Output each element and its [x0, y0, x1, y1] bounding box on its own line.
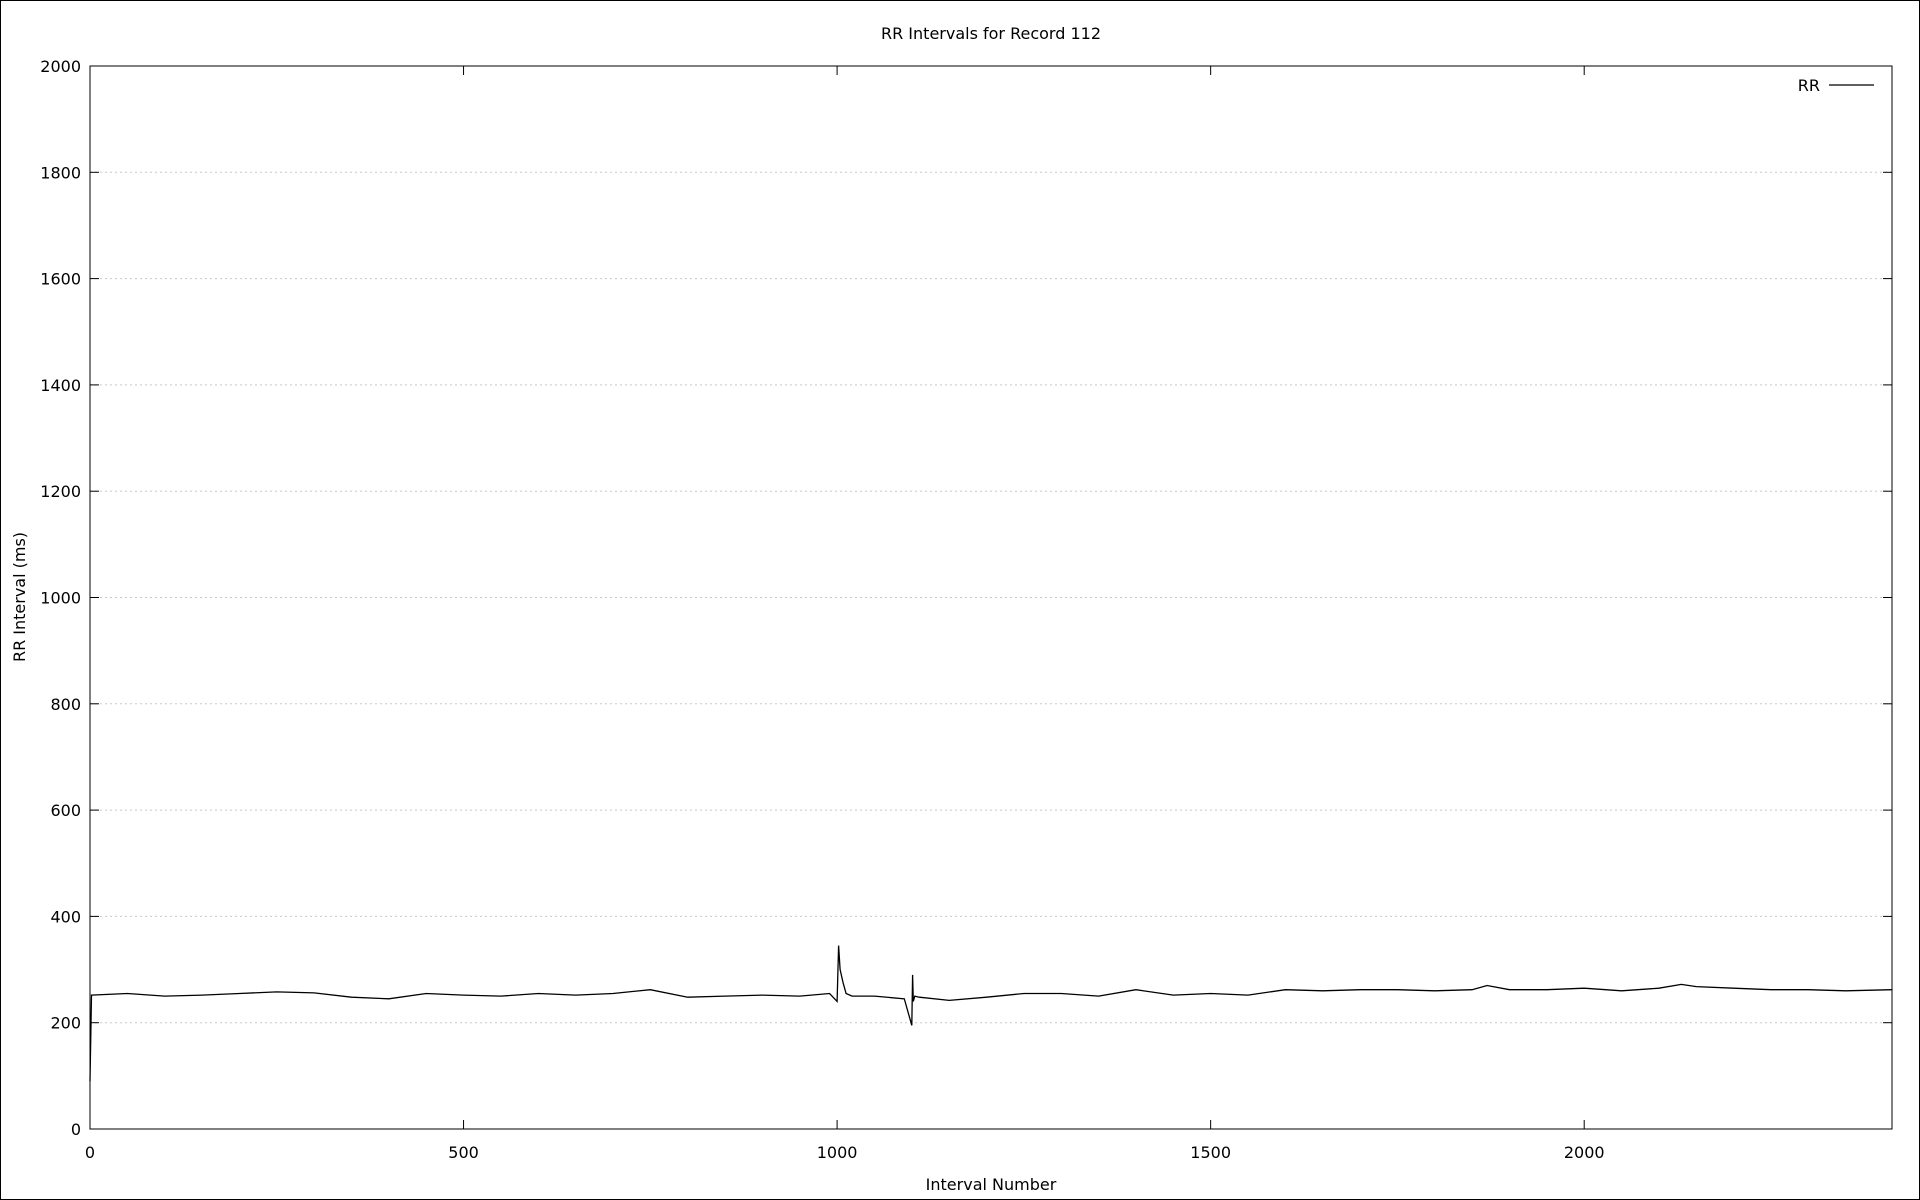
y-tick-label: 600: [50, 801, 81, 820]
y-axis: 0 200 400 600 800 1000 1200 1400 1600 1800 2000: [40, 57, 1892, 1139]
y-tick-label: 400: [50, 907, 81, 926]
series-line-rr: [89, 945, 1893, 1082]
y-tick-label: 1400: [40, 376, 81, 395]
x-axis: 0 500 1000 1500 2000: [85, 66, 1605, 1162]
x-axis-title: Interval Number: [926, 1175, 1057, 1194]
y-tick-label: 1200: [40, 482, 81, 501]
x-tick-label: 1500: [1190, 1143, 1231, 1162]
y-tick-label: 800: [50, 695, 81, 714]
x-tick-label: 1000: [817, 1143, 858, 1162]
grid-lines: [90, 171, 1892, 1024]
y-tick-label: 1600: [40, 270, 81, 289]
x-tick-label: 0: [85, 1143, 95, 1162]
legend: RR: [1798, 76, 1874, 95]
y-tick-label: 2000: [40, 57, 81, 76]
y-tick-label: 1800: [40, 163, 81, 182]
legend-label-rr: RR: [1798, 76, 1820, 95]
x-tick-label: 500: [448, 1143, 479, 1162]
y-tick-label: 1000: [40, 589, 81, 608]
y-tick-label: 0: [71, 1120, 81, 1139]
x-tick-label: 2000: [1564, 1143, 1605, 1162]
y-tick-label: 200: [50, 1014, 81, 1033]
chart-title: RR Intervals for Record 112: [881, 24, 1101, 43]
y-axis-title: RR Interval (ms): [10, 532, 29, 662]
